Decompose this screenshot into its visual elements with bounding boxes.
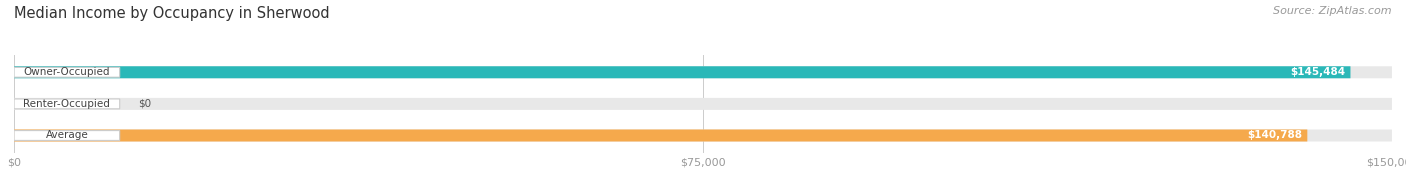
FancyBboxPatch shape xyxy=(14,66,1392,78)
Text: Renter-Occupied: Renter-Occupied xyxy=(24,99,110,109)
FancyBboxPatch shape xyxy=(14,130,1392,142)
Text: Owner-Occupied: Owner-Occupied xyxy=(24,67,110,77)
Text: $140,788: $140,788 xyxy=(1247,131,1303,141)
Text: Median Income by Occupancy in Sherwood: Median Income by Occupancy in Sherwood xyxy=(14,6,329,21)
FancyBboxPatch shape xyxy=(14,67,120,77)
FancyBboxPatch shape xyxy=(14,131,120,140)
Text: $145,484: $145,484 xyxy=(1291,67,1346,77)
FancyBboxPatch shape xyxy=(14,99,120,109)
Text: Source: ZipAtlas.com: Source: ZipAtlas.com xyxy=(1274,6,1392,16)
FancyBboxPatch shape xyxy=(14,98,1392,110)
Text: $0: $0 xyxy=(138,99,152,109)
FancyBboxPatch shape xyxy=(14,66,1350,78)
Text: Average: Average xyxy=(45,131,89,141)
FancyBboxPatch shape xyxy=(14,130,1308,142)
